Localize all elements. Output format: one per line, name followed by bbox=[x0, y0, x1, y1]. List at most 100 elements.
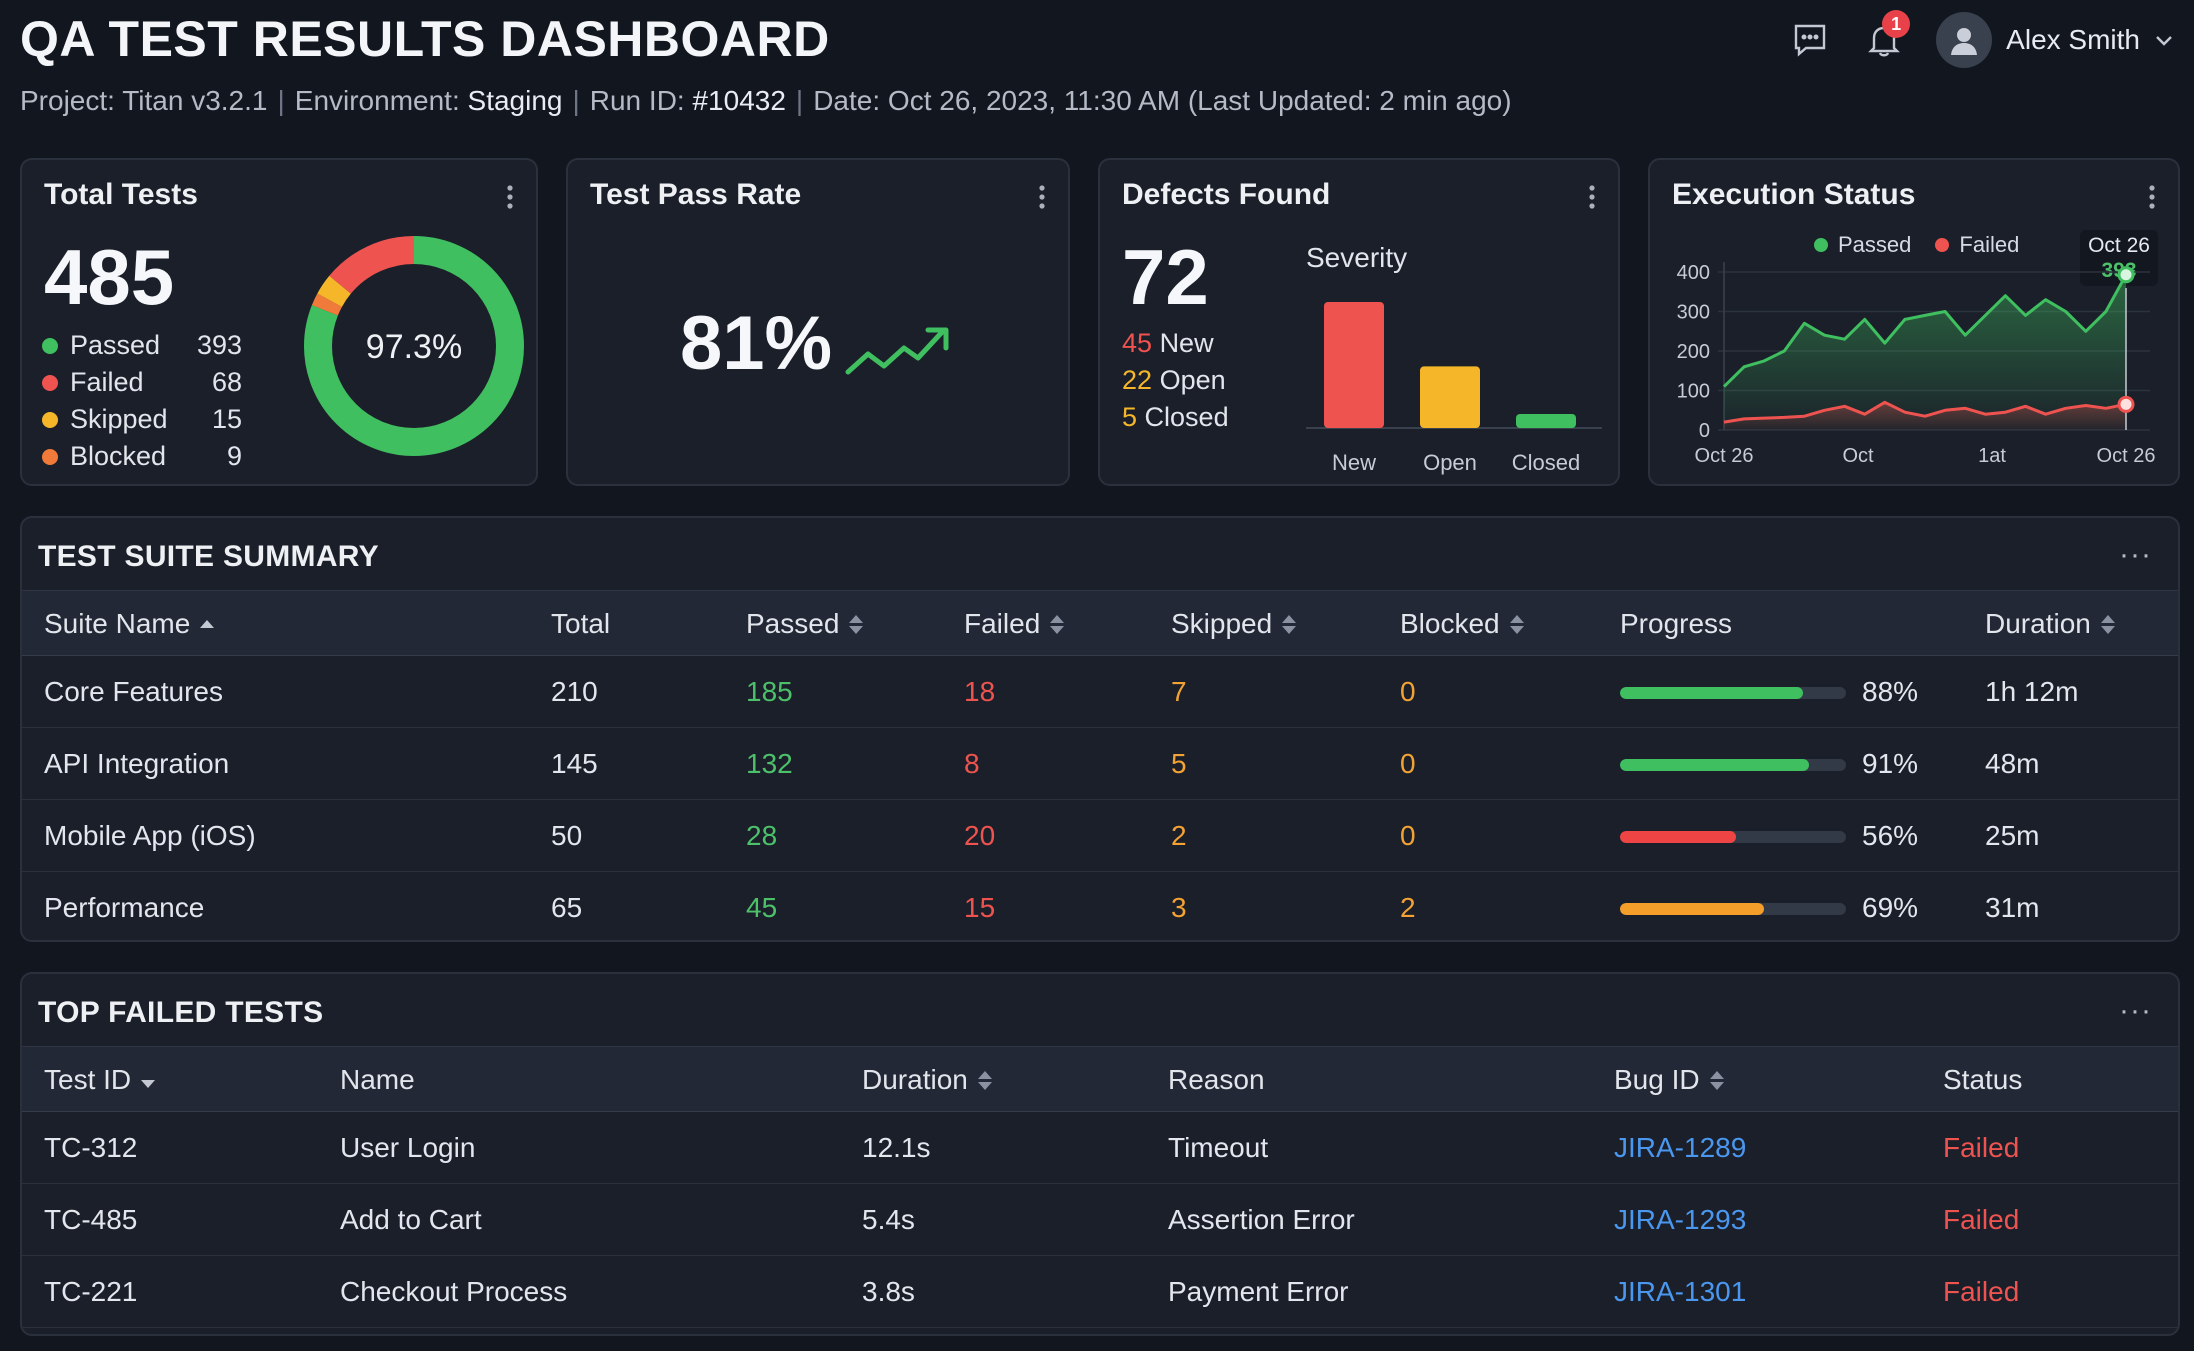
cell-duration: 25m bbox=[1985, 820, 2040, 851]
cell-skipped: 3 bbox=[1171, 892, 1187, 923]
series-line-failed bbox=[1723, 400, 2127, 424]
area-failed bbox=[1724, 402, 2126, 430]
donut-center-label: 97.3% bbox=[366, 328, 462, 366]
col-skipped[interactable]: Skipped bbox=[1171, 608, 1297, 640]
kebab-menu-icon[interactable] bbox=[1038, 184, 1046, 210]
col-passed[interactable]: Passed bbox=[746, 608, 864, 640]
legend-dot bbox=[42, 448, 58, 465]
table-header: Test ID Name Duration Reason Bug ID Stat… bbox=[22, 1046, 2178, 1112]
defect-open: 22 Open bbox=[1122, 365, 1226, 396]
marker-passed bbox=[2117, 266, 2135, 284]
section-title: TEST SUITE SUMMARY bbox=[38, 540, 379, 573]
cell-duration: 5.4s bbox=[862, 1204, 915, 1235]
progress-fill bbox=[1620, 831, 1737, 843]
legend-dot bbox=[42, 337, 58, 354]
col-bug-id[interactable]: Bug ID bbox=[1614, 1064, 1724, 1096]
y-tick-label: 200 bbox=[1677, 341, 1710, 363]
progress-bar bbox=[1620, 759, 1846, 771]
legend-passed: Passed bbox=[1814, 232, 1911, 258]
more-options-icon[interactable]: ··· bbox=[2119, 994, 2152, 1027]
date-label: Date: bbox=[813, 85, 881, 116]
col-blocked[interactable]: Blocked bbox=[1400, 608, 1524, 640]
legend-item-passed: Passed 393 bbox=[42, 330, 242, 361]
card-title: Defects Found bbox=[1122, 178, 1331, 211]
legend-label: Passed bbox=[70, 330, 161, 360]
col-test-id[interactable]: Test ID bbox=[44, 1064, 156, 1096]
total-tests-count: 485 bbox=[44, 233, 175, 321]
execution-line-chart: 0 100 200 300 400 Oct 26 Oct 1at Oct 26 bbox=[1677, 262, 2155, 467]
run-id-label: Run ID: bbox=[589, 85, 685, 116]
cell-status: Failed bbox=[1943, 1276, 2020, 1307]
bug-link[interactable]: JIRA-1301 bbox=[1614, 1276, 1747, 1307]
sort-icon bbox=[849, 614, 864, 634]
table-header: Suite Name Total Passed Failed Skipped B… bbox=[22, 590, 2178, 656]
table-row[interactable]: API Integration 145 132 8 5 0 91% 48m bbox=[22, 728, 2178, 800]
col-suite-name[interactable]: Suite Name bbox=[44, 608, 215, 640]
col-total[interactable]: Total bbox=[551, 608, 611, 639]
cell-failed: 18 bbox=[964, 676, 996, 707]
cell-id: TC-312 bbox=[44, 1132, 138, 1163]
severity-bar-new bbox=[1324, 302, 1384, 428]
marker-failed bbox=[2117, 395, 2135, 413]
cell-duration: 12.1s bbox=[862, 1132, 931, 1163]
defect-label: Closed bbox=[1144, 402, 1229, 432]
col-failed[interactable]: Failed bbox=[964, 608, 1065, 640]
cell-failed: 15 bbox=[964, 892, 996, 923]
cell-failed: 8 bbox=[964, 748, 980, 779]
card-title: Test Pass Rate bbox=[590, 178, 802, 211]
card-title: Execution Status bbox=[1672, 178, 1916, 211]
kebab-menu-icon[interactable] bbox=[506, 184, 514, 210]
cell-skipped: 2 bbox=[1171, 820, 1187, 851]
environment-value: Staging bbox=[467, 85, 563, 116]
col-duration[interactable]: Duration bbox=[862, 1064, 992, 1096]
cell-progress-label: 91% bbox=[1862, 748, 1919, 779]
cell-total: 50 bbox=[551, 820, 583, 851]
table-row[interactable]: TC-485 Add to Cart 5.4s Assertion Error JIRA… bbox=[22, 1184, 2178, 1256]
table-row[interactable]: Performance 65 45 15 3 2 69% 31m bbox=[22, 872, 2178, 940]
cell-id: TC-485 bbox=[44, 1204, 138, 1235]
cell-name: User Login bbox=[340, 1132, 476, 1163]
project-value: Titan v3.2.1 bbox=[122, 85, 268, 116]
divider: | bbox=[277, 85, 285, 116]
sort-icon bbox=[1709, 1070, 1724, 1090]
kebab-menu-icon[interactable] bbox=[2148, 184, 2156, 210]
total-tests-card: Total Tests 485 Passed 393 Failed 68 Skipped… bbox=[20, 158, 538, 486]
cell-total: 210 bbox=[551, 676, 598, 707]
chat-icon[interactable] bbox=[1788, 18, 1832, 62]
more-options-icon[interactable]: ··· bbox=[2119, 538, 2152, 571]
cell-reason: Assertion Error bbox=[1168, 1204, 1355, 1235]
sort-desc-icon bbox=[141, 1080, 156, 1088]
cell-total: 145 bbox=[551, 748, 598, 779]
sort-icon bbox=[977, 1070, 992, 1090]
bug-link[interactable]: JIRA-1289 bbox=[1614, 1132, 1747, 1163]
total-tests-donut: 97.3% bbox=[304, 236, 524, 456]
col-duration[interactable]: Duration bbox=[1985, 608, 2115, 640]
bell-icon[interactable]: 1 bbox=[1862, 10, 1911, 62]
y-tick-label: 400 bbox=[1677, 262, 1710, 284]
tooltip-date: Oct 26 bbox=[2088, 234, 2150, 257]
progress-fill bbox=[1620, 687, 1804, 699]
card-title: Total Tests bbox=[44, 178, 198, 211]
col-status: Status bbox=[1943, 1064, 2023, 1095]
bug-link[interactable]: JIRA-1293 bbox=[1614, 1204, 1747, 1235]
table-row[interactable]: TC-221 Checkout Process 3.8s Payment Error J… bbox=[22, 1256, 2178, 1328]
cell-failed: 20 bbox=[964, 820, 996, 851]
sort-asc-icon bbox=[200, 620, 215, 628]
col-progress: Progress bbox=[1620, 608, 1733, 639]
table-row[interactable]: Core Features 210 185 18 7 0 88% 1h 12m bbox=[22, 656, 2178, 728]
table-row[interactable]: Mobile App (iOS) 50 28 20 2 0 56% 25m bbox=[22, 800, 2178, 872]
defect-count: 5 bbox=[1122, 402, 1138, 432]
cell-duration: 3.8s bbox=[862, 1276, 915, 1307]
y-tick-label: 100 bbox=[1677, 381, 1710, 403]
user-menu[interactable]: Alex Smith bbox=[1936, 12, 2174, 68]
defect-new: 45 New bbox=[1122, 328, 1214, 359]
cell-reason: Payment Error bbox=[1168, 1276, 1349, 1307]
kebab-menu-icon[interactable] bbox=[1588, 184, 1596, 210]
cell-name: Performance bbox=[44, 892, 205, 923]
legend-item-blocked: Blocked 9 bbox=[42, 441, 242, 472]
series-line-passed bbox=[1722, 274, 2128, 388]
cell-blocked: 0 bbox=[1400, 748, 1416, 779]
table-row[interactable]: TC-312 User Login 12.1s Timeout JIRA-1289 Fai… bbox=[22, 1112, 2178, 1184]
sort-icon bbox=[1050, 614, 1065, 634]
defect-label: Open bbox=[1159, 365, 1226, 395]
